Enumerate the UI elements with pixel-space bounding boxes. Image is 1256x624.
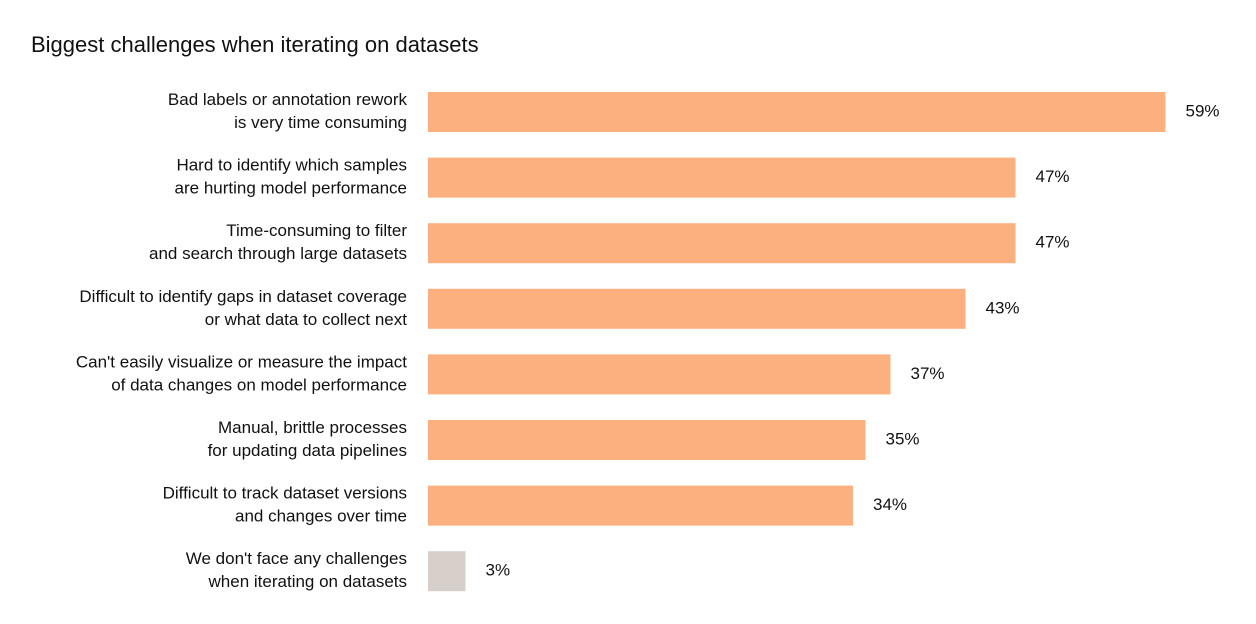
category-label: Manual, brittle processes: [218, 418, 407, 437]
value-label: 47%: [1036, 233, 1070, 252]
category-label: Time-consuming to filter: [226, 221, 407, 240]
category-label: and search through large datasets: [149, 244, 407, 263]
category-label: of data changes on model performance: [111, 375, 407, 394]
value-label: 43%: [986, 298, 1020, 317]
bar: [428, 420, 866, 460]
value-label: 59%: [1186, 101, 1220, 120]
category-label: We don't face any challenges: [186, 549, 407, 568]
bar: [428, 157, 1016, 198]
category-label: Can't easily visualize or measure the im…: [76, 352, 407, 371]
bar: [428, 354, 891, 395]
category-label: for updating data pipelines: [208, 441, 407, 460]
category-label: when iterating on datasets: [208, 572, 407, 591]
bar: [428, 223, 1016, 264]
category-label: Difficult to identify gaps in dataset co…: [79, 287, 407, 306]
category-label: are hurting model performance: [175, 179, 407, 198]
category-label: or what data to collect next: [205, 310, 408, 329]
category-label: and changes over time: [235, 507, 407, 526]
value-label: 35%: [886, 429, 920, 448]
value-label: 34%: [873, 495, 907, 514]
category-label: is very time consuming: [234, 113, 407, 132]
bar: [428, 551, 466, 592]
value-label: 37%: [911, 364, 945, 383]
value-label: 47%: [1036, 167, 1070, 186]
chart-title: Biggest challenges when iterating on dat…: [31, 32, 479, 57]
value-label: 3%: [486, 561, 511, 580]
category-label: Hard to identify which samples: [176, 156, 407, 175]
category-label: Bad labels or annotation rework: [168, 90, 408, 109]
bar: [428, 288, 966, 329]
category-label: Difficult to track dataset versions: [163, 484, 407, 503]
bar: [428, 92, 1166, 132]
bar: [428, 485, 853, 526]
